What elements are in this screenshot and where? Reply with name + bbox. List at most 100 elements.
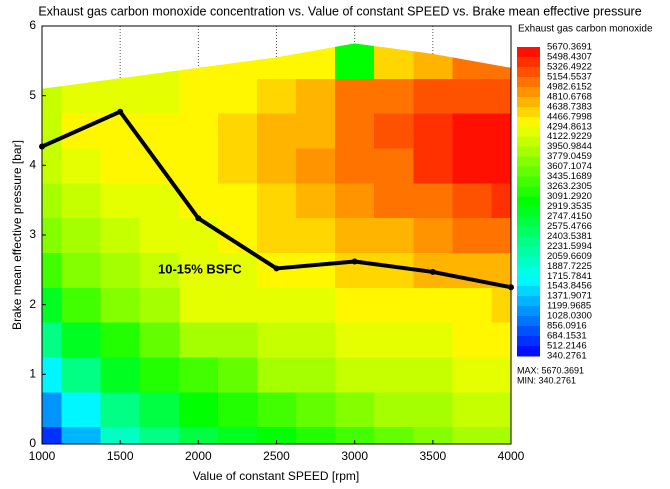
- contour-cell: [100, 287, 141, 323]
- contour-cell: [296, 182, 336, 219]
- contour-cell: [100, 322, 141, 358]
- contour-cell: [413, 78, 453, 114]
- colorbar-label: 3435.1689: [547, 171, 592, 182]
- contour-cell: [217, 78, 258, 114]
- plot-frame: [41, 25, 512, 445]
- contour-cell: [413, 426, 453, 445]
- colorbar-label: 4294.8613: [547, 121, 592, 132]
- colorbar-label: 2059.6609: [547, 251, 592, 262]
- contour-cell: [178, 147, 219, 184]
- contour-cell: [139, 78, 180, 114]
- contour-cell: [42, 217, 63, 254]
- contour-cell: [452, 147, 493, 184]
- colorbar-band: [517, 316, 540, 327]
- contour-cell: [139, 182, 180, 219]
- contour-cell: [178, 287, 219, 323]
- colorbar-band: [517, 56, 540, 68]
- colorbar-band: [517, 47, 540, 58]
- contour-cell: [335, 287, 375, 323]
- x-tick-label: 4000: [498, 449, 525, 463]
- contour-cell: [256, 147, 297, 184]
- contour-cell: [42, 356, 63, 393]
- contour-cell: [374, 287, 414, 323]
- y-tick-label: 3: [29, 227, 36, 241]
- contour-cell: [42, 391, 63, 428]
- colorbar-band: [517, 336, 540, 347]
- contour-cell: [413, 287, 453, 323]
- colorbar-label: 684.1531: [547, 331, 587, 342]
- colorbar-label: 3779.0459: [547, 151, 592, 162]
- colorbar-band: [517, 86, 540, 98]
- contour-cell: [335, 217, 375, 254]
- colorbar-band: [517, 76, 540, 88]
- contour-cell: [335, 356, 375, 393]
- contour-cell: [217, 356, 258, 393]
- contour-cell: [217, 252, 258, 288]
- contour-cell: [296, 426, 336, 445]
- contour-cell: [139, 252, 180, 288]
- contour-cell: [178, 356, 219, 393]
- colorbar-label: 3950.9844: [547, 141, 592, 152]
- contour-cell: [61, 356, 102, 393]
- contour-cell: [178, 322, 219, 358]
- colorbar-label: 4982.6152: [547, 81, 592, 92]
- contour-cell: [217, 391, 258, 428]
- contour-cell: [42, 252, 63, 288]
- contour-cell: [491, 287, 512, 323]
- contour-cell: [452, 78, 493, 114]
- contour-cell: [491, 182, 512, 219]
- colorbar-label: 1715.7841: [547, 271, 592, 282]
- colorbar-band: [517, 276, 540, 287]
- bsfc-point: [117, 108, 124, 115]
- contour-cell: [296, 356, 336, 393]
- colorbar-label: 2575.4766: [547, 221, 592, 232]
- y-tick-label: 5: [29, 88, 36, 102]
- colorbar-band: [517, 136, 540, 148]
- contour-cell: [413, 356, 453, 393]
- colorbar-band: [517, 266, 540, 277]
- contour-cell: [139, 322, 180, 358]
- contour-cell: [491, 252, 512, 288]
- x-tick-label: 2000: [185, 449, 212, 463]
- contour-cell: [100, 78, 141, 114]
- contour-cell: [217, 322, 258, 358]
- colorbar-label: 4466.7998: [547, 111, 592, 122]
- contour-cell: [452, 217, 493, 254]
- contour-cell: [335, 147, 375, 184]
- contour-cell: [139, 113, 180, 149]
- colorbar-label: 2919.3535: [547, 201, 592, 212]
- bsfc-point: [273, 265, 280, 272]
- contour-cell: [178, 252, 219, 288]
- x-tick-label: 2500: [263, 449, 290, 463]
- contour-cell: [61, 252, 102, 288]
- contour-cell: [256, 356, 297, 393]
- contour-cell: [374, 147, 414, 184]
- contour-cell: [296, 252, 336, 288]
- contour-cell: [42, 182, 63, 219]
- colorbar-band: [517, 186, 540, 198]
- colorbar-band: [517, 296, 540, 307]
- y-tick-label: 1: [29, 367, 36, 381]
- bsfc-point: [508, 284, 514, 291]
- contour-cell: [296, 322, 336, 358]
- colorbar-band: [517, 126, 540, 138]
- contour-cell: [335, 182, 375, 219]
- y-axis-label: Brake mean effective pressure [bar]: [10, 140, 24, 330]
- chart-title: Exhaust gas carbon monoxide concentratio…: [38, 4, 641, 18]
- y-tick-label: 2: [29, 297, 36, 311]
- colorbar-band: [517, 156, 540, 168]
- contour-cell: [42, 426, 63, 445]
- contour-cell: [452, 287, 493, 323]
- colorbar-band: [517, 306, 540, 317]
- contour-cell: [413, 113, 453, 149]
- contour-cell: [374, 426, 414, 445]
- bsfc-point: [429, 268, 436, 275]
- x-axis-label: Value of constant SPEED [rpm]: [193, 469, 360, 483]
- colorbar-label: 1887.7225: [547, 261, 592, 272]
- contour-cell: [491, 356, 512, 393]
- contour-cell: [491, 217, 512, 254]
- contour-cell: [491, 322, 512, 358]
- colorbar-label: 5154.5537: [547, 71, 592, 82]
- colorbar-band: [517, 116, 540, 128]
